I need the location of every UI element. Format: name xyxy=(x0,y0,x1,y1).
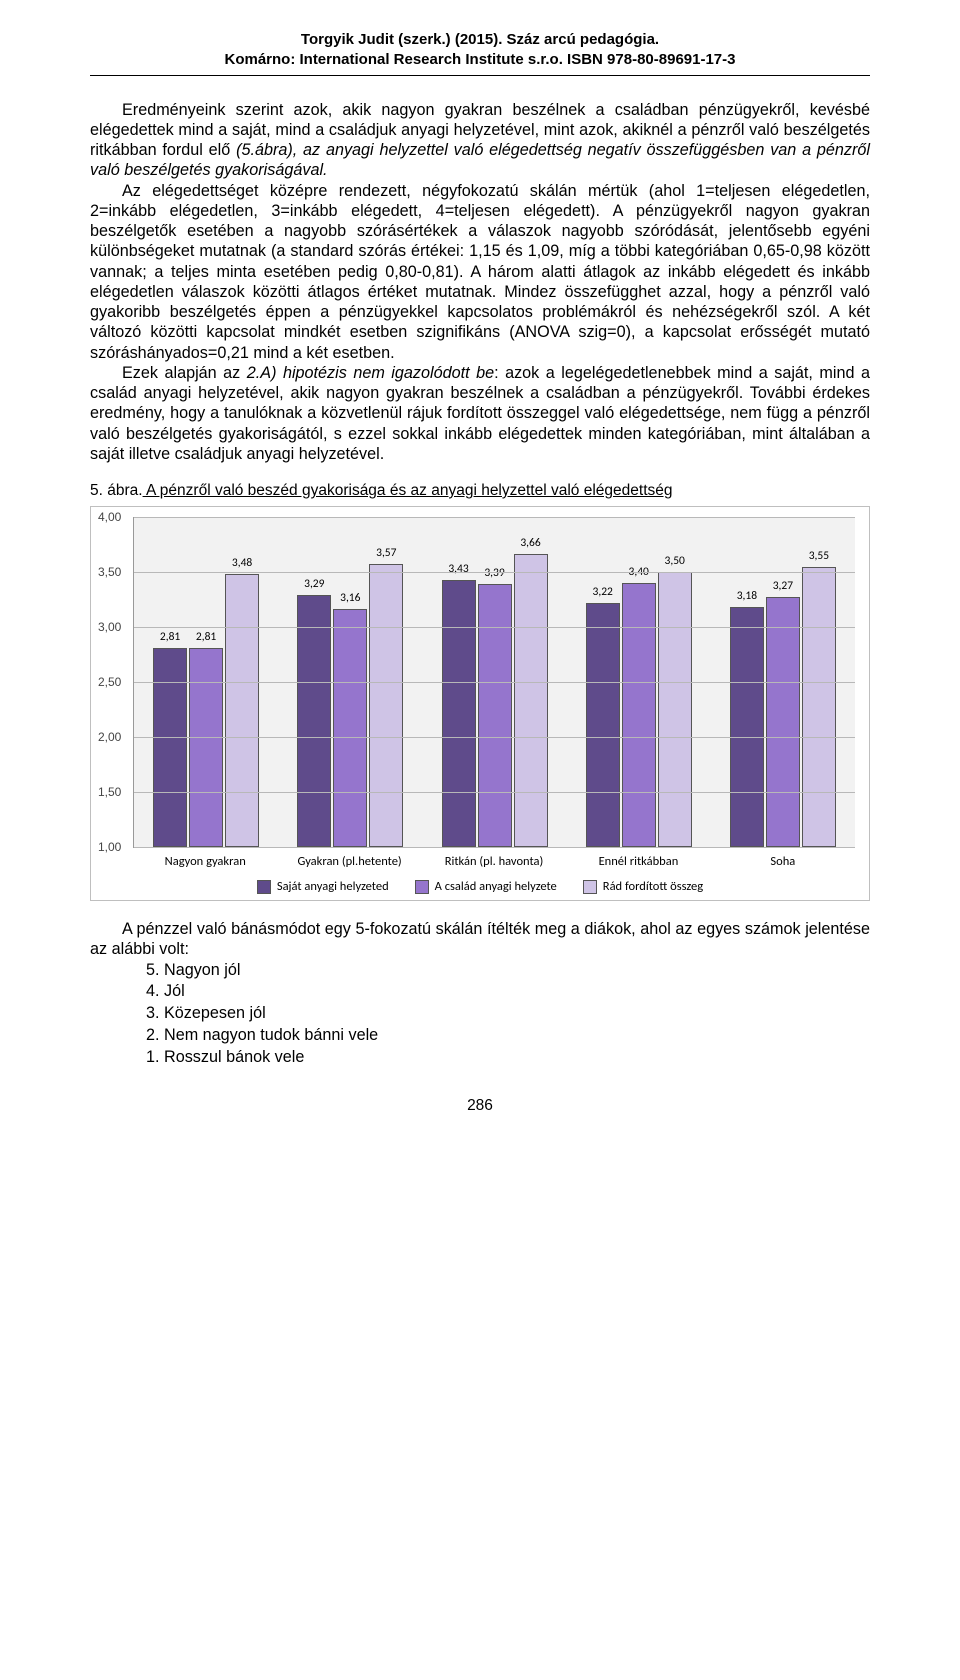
chart-bar: 3,48 xyxy=(225,574,259,847)
fig-caption-text: A pénzről való beszéd gyakorisága és az … xyxy=(143,482,673,499)
chart-y-tick-label: 3,00 xyxy=(98,620,121,634)
chart-x-tick-label: Nagyon gyakran xyxy=(133,854,277,869)
list-item: 4. Jól xyxy=(146,981,870,1003)
chart-value-label: 2,81 xyxy=(160,630,180,644)
chart-bar: 3,18 xyxy=(730,607,764,847)
fig-caption-prefix: 5. ábra. xyxy=(90,482,143,499)
chart-x-tick-label: Soha xyxy=(711,854,855,869)
paragraph-2: Az elégedettséget középre rendezett, nég… xyxy=(90,181,870,363)
chart-container: 2,812,813,483,293,163,573,433,393,663,22… xyxy=(90,506,870,901)
chart-legend-item: Saját anyagi helyzeted xyxy=(257,879,389,894)
chart-grid-line xyxy=(134,847,855,848)
chart-x-tick-label: Ennél ritkábban xyxy=(566,854,710,869)
chart-grid-line xyxy=(134,517,855,518)
chart-bar: 3,40 xyxy=(622,583,656,847)
chart-grid-line xyxy=(134,682,855,683)
chart-y-tick-label: 2,00 xyxy=(98,730,121,744)
list-item: 1. Rosszul bánok vele xyxy=(146,1047,870,1069)
chart-bar: 3,57 xyxy=(369,564,403,847)
chart-bar: 3,22 xyxy=(586,603,620,847)
chart-plot-area: 2,812,813,483,293,163,573,433,393,663,22… xyxy=(133,517,855,848)
chart-x-axis-labels: Nagyon gyakranGyakran (pl.hetente)Ritkán… xyxy=(133,854,855,869)
chart-value-label: 2,81 xyxy=(196,630,216,644)
chart-grid-line xyxy=(134,737,855,738)
chart-value-label: 3,27 xyxy=(773,579,793,593)
header-line-1: Torgyik Judit (szerk.) (2015). Száz arcú… xyxy=(90,30,870,50)
chart-bar: 3,43 xyxy=(442,580,476,847)
chart-legend-swatch xyxy=(583,880,597,894)
chart-legend-label: Rád fordított összeg xyxy=(603,879,703,894)
paragraph-3: Ezek alapján az 2.A) hipotézis nem igazo… xyxy=(90,363,870,464)
figure-caption: 5. ábra. A pénzről való beszéd gyakorisá… xyxy=(90,482,870,500)
chart-bar: 3,66 xyxy=(514,554,548,847)
chart-y-tick-label: 1,00 xyxy=(98,840,121,854)
chart-value-label: 3,57 xyxy=(376,546,396,560)
paragraph-1: Eredményeink szerint azok, akik nagyon g… xyxy=(90,100,870,181)
chart-x-tick-label: Gyakran (pl.hetente) xyxy=(277,854,421,869)
page-container: Torgyik Judit (szerk.) (2015). Száz arcú… xyxy=(0,0,960,1155)
p3-text-italic: 2.A) hipotézis nem igazolódott be xyxy=(247,364,494,382)
after-chart-text: A pénzzel való bánásmódot egy 5-fokozatú… xyxy=(90,919,870,960)
chart-grid-line xyxy=(134,572,855,573)
chart-legend-label: Saját anyagi helyzeted xyxy=(277,879,389,894)
chart-value-label: 3,55 xyxy=(809,549,829,563)
after-chart-para: A pénzzel való bánásmódot egy 5-fokozatú… xyxy=(90,919,870,960)
chart-bar: 3,27 xyxy=(766,597,800,847)
chart-y-tick-label: 1,50 xyxy=(98,785,121,799)
chart-legend-item: A család anyagi helyzete xyxy=(415,879,557,894)
chart-value-label: 3,29 xyxy=(304,577,324,591)
chart-bar: 3,16 xyxy=(333,609,367,847)
chart-bar: 2,81 xyxy=(153,648,187,847)
body-text: Eredményeink szerint azok, akik nagyon g… xyxy=(90,100,870,465)
chart-grid-line xyxy=(134,792,855,793)
chart-bar: 2,81 xyxy=(189,648,223,847)
chart-grid-line xyxy=(134,627,855,628)
list-item: 2. Nem nagyon tudok bánni vele xyxy=(146,1025,870,1047)
chart-value-label: 3,16 xyxy=(340,591,360,605)
chart-value-label: 3,22 xyxy=(593,585,613,599)
chart-legend-swatch xyxy=(257,880,271,894)
chart-value-label: 3,50 xyxy=(665,554,685,568)
chart-value-label: 3,18 xyxy=(737,589,757,603)
chart-bar: 3,50 xyxy=(658,572,692,847)
header-block: Torgyik Judit (szerk.) (2015). Száz arcú… xyxy=(90,30,870,76)
chart-bar: 3,39 xyxy=(478,584,512,847)
chart-bar: 3,55 xyxy=(802,567,836,848)
chart-x-tick-label: Ritkán (pl. havonta) xyxy=(422,854,566,869)
chart-legend-swatch xyxy=(415,880,429,894)
chart-legend: Saját anyagi helyzeted A család anyagi he… xyxy=(105,879,855,894)
chart-value-label: 3,66 xyxy=(520,536,540,550)
chart-legend-label: A család anyagi helyzete xyxy=(435,879,557,894)
chart-y-tick-label: 4,00 xyxy=(98,510,121,524)
list-item: 5. Nagyon jól xyxy=(146,960,870,982)
chart-bar: 3,29 xyxy=(297,595,331,847)
page-number: 286 xyxy=(90,1097,870,1115)
chart-y-tick-label: 2,50 xyxy=(98,675,121,689)
chart-value-label: 3,39 xyxy=(484,566,504,580)
list-item: 3. Közepesen jól xyxy=(146,1003,870,1025)
ordered-list: 5. Nagyon jól4. Jól3. Közepesen jól2. Ne… xyxy=(146,960,870,1069)
header-line-2: Komárno: International Research Institut… xyxy=(90,50,870,70)
p3-text-a: Ezek alapján az xyxy=(122,364,247,382)
chart-legend-item: Rád fordított összeg xyxy=(583,879,703,894)
chart-value-label: 3,48 xyxy=(232,556,252,570)
chart-y-tick-label: 3,50 xyxy=(98,565,121,579)
chart-value-label: 3,43 xyxy=(448,562,468,576)
